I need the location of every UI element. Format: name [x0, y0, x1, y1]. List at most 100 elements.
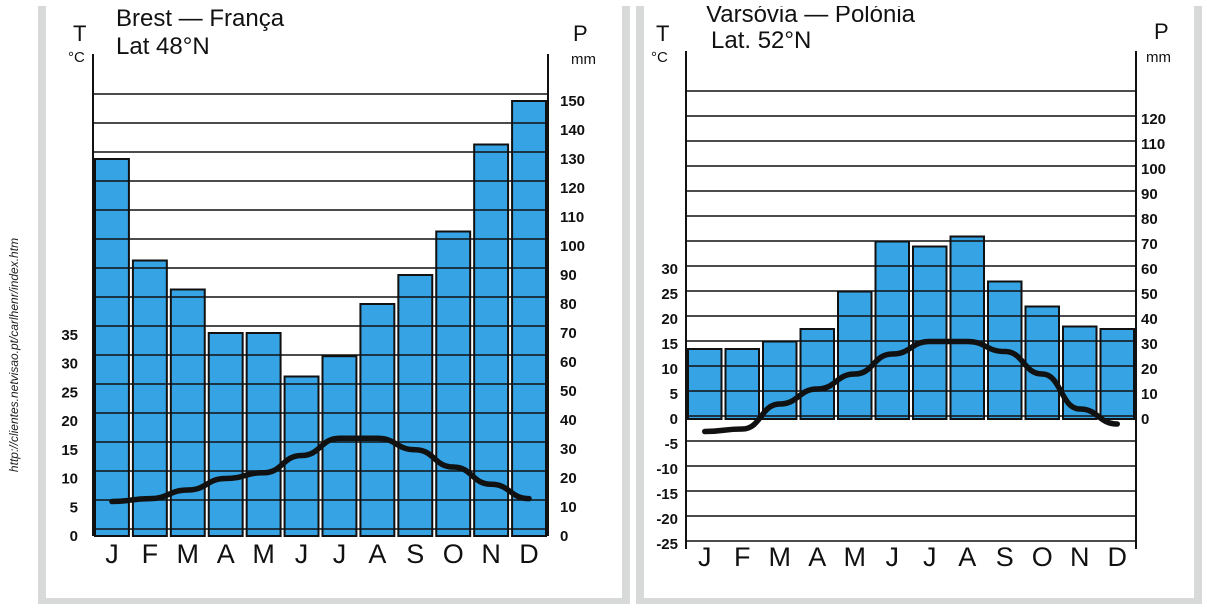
precipitation-bar	[245, 332, 282, 537]
month-label: F	[142, 539, 159, 569]
left-axis-ticks: -25 -20 -15 -10 -5 0 5 10 15 20 25 30	[656, 261, 678, 553]
temperature-axis-unit: °C	[651, 49, 668, 66]
temperature-tick-label: 30	[661, 261, 678, 278]
precipitation-tick-label: 110	[1141, 136, 1165, 153]
temperature-line	[109, 435, 532, 505]
source-url-watermark: http://clientes.netvisao.pt/carlhenr/ind…	[2, 120, 26, 590]
precipitation-tick-label: 90	[560, 267, 577, 284]
month-label: A	[368, 539, 386, 569]
right-axis-ticks: 0 10 20 30 40 50 60 70 80 90 100 110 120	[1141, 111, 1166, 428]
month-label: F	[734, 542, 751, 572]
precipitation-tick-label: 20	[1141, 361, 1158, 378]
precipitation-tick-label: 10	[560, 499, 577, 516]
precipitation-tick-label: 80	[1141, 211, 1158, 228]
temperature-tick-label: 30	[61, 356, 78, 373]
precipitation-axis-unit: mm	[1146, 49, 1171, 66]
month-label: O	[1032, 542, 1053, 572]
precipitation-tick-label: 30	[1141, 336, 1158, 353]
temperature-tick-label: 35	[61, 327, 78, 344]
grid-lines	[93, 93, 548, 530]
month-label: M	[844, 542, 867, 572]
precipitation-bar	[837, 290, 873, 420]
precipitation-tick-label: 20	[560, 470, 577, 487]
precipitation-bar	[1024, 305, 1060, 420]
temperature-tick-label: 0	[670, 411, 678, 428]
precipitation-bar	[359, 303, 396, 537]
temperature-tick-label: 10	[661, 361, 678, 378]
precipitation-bar	[207, 332, 244, 537]
precipitation-tick-label: 40	[1141, 311, 1158, 328]
chart-subtitle: Lat 48°N	[116, 33, 210, 60]
precipitation-tick-label: 0	[560, 528, 568, 545]
chart-title: Brest — França	[116, 6, 285, 32]
precipitation-tick-label: 100	[560, 238, 585, 255]
precipitation-axis-symbol: P	[573, 21, 588, 46]
precipitation-bar	[397, 274, 434, 537]
climograph-varsovia: -25 -20 -15 -10 -5 0 5 10 15 20 25 30 0 10 20 30 40 50 60 7…	[651, 6, 1171, 572]
precipitation-tick-label: 10	[1141, 386, 1158, 403]
temperature-tick-label: 15	[61, 442, 78, 459]
temperature-tick-label: 25	[61, 384, 78, 401]
precipitation-bar	[1099, 328, 1135, 420]
precipitation-axis-symbol: P	[1154, 19, 1169, 44]
precipitation-bar	[511, 100, 548, 537]
precipitation-bar	[131, 259, 168, 537]
source-url-text: http://clientes.netvisao.pt/carlhenr/ind…	[7, 237, 21, 473]
chart-subtitle: Lat. 52°N	[711, 27, 811, 54]
precipitation-tick-label: 140	[560, 122, 585, 139]
month-label: D	[519, 539, 539, 569]
temperature-tick-label: -5	[665, 436, 678, 453]
month-label: N	[481, 539, 501, 569]
precipitation-bar	[321, 355, 358, 538]
precipitation-bar	[473, 143, 510, 537]
month-label: J	[886, 542, 900, 572]
temperature-tick-label: 20	[661, 311, 678, 328]
month-label: A	[808, 542, 826, 572]
temperature-tick-label: -10	[656, 461, 678, 478]
precipitation-tick-label: 50	[1141, 286, 1158, 303]
month-label: J	[295, 539, 309, 569]
chart-title: Varsóvia — Polónia	[706, 6, 916, 28]
precipitation-tick-label: 120	[560, 180, 585, 197]
precipitation-tick-label: 40	[560, 412, 577, 429]
month-label: J	[105, 539, 119, 569]
temperature-tick-label: 5	[70, 499, 78, 516]
precipitation-tick-label: 50	[560, 383, 577, 400]
precipitation-tick-label: 30	[560, 441, 577, 458]
precipitation-tick-label: 100	[1141, 161, 1166, 178]
month-label: J	[333, 539, 347, 569]
month-label: J	[698, 542, 712, 572]
temperature-tick-label: 10	[61, 471, 78, 488]
temperature-axis-unit: °C	[68, 49, 85, 66]
precipitation-bar	[912, 245, 948, 420]
precipitation-tick-label: 150	[560, 93, 585, 110]
precipitation-bars	[94, 100, 548, 538]
temperature-axis-symbol: T	[656, 21, 669, 46]
precipitation-tick-label: 90	[1141, 186, 1158, 203]
climograph-varsovia-panel: -25 -20 -15 -10 -5 0 5 10 15 20 25 30 0 10 20 30 40 50 60 7…	[636, 6, 1202, 604]
precipitation-bar	[687, 348, 723, 420]
precipitation-tick-label: 70	[560, 325, 577, 342]
month-label: N	[1070, 542, 1090, 572]
precipitation-tick-label: 0	[1141, 411, 1149, 428]
precipitation-tick-label: 60	[1141, 261, 1158, 278]
precipitation-bar	[949, 235, 985, 420]
temperature-line	[702, 338, 1120, 435]
climograph-brest: 0 5 10 15 20 25 30 35 0 10 20 30 40 50 60 70 80 90 100 110 1…	[61, 6, 596, 569]
climograph-brest-panel: 0 5 10 15 20 25 30 35 0 10 20 30 40 50 60 70 80 90 100 110 1…	[38, 6, 630, 604]
temperature-tick-label: 5	[670, 386, 678, 403]
temperature-tick-label: 20	[61, 413, 78, 430]
precipitation-tick-label: 60	[560, 354, 577, 371]
month-label: S	[406, 539, 424, 569]
temperature-axis-symbol: T	[73, 21, 86, 46]
month-label: A	[217, 539, 235, 569]
precipitation-bar	[799, 328, 835, 420]
precipitation-bar	[874, 240, 910, 420]
temperature-tick-label: 25	[661, 286, 678, 303]
month-label: S	[996, 542, 1014, 572]
month-label: D	[1108, 542, 1128, 572]
temperature-tick-label: -15	[656, 486, 678, 503]
precipitation-bar	[724, 348, 760, 420]
